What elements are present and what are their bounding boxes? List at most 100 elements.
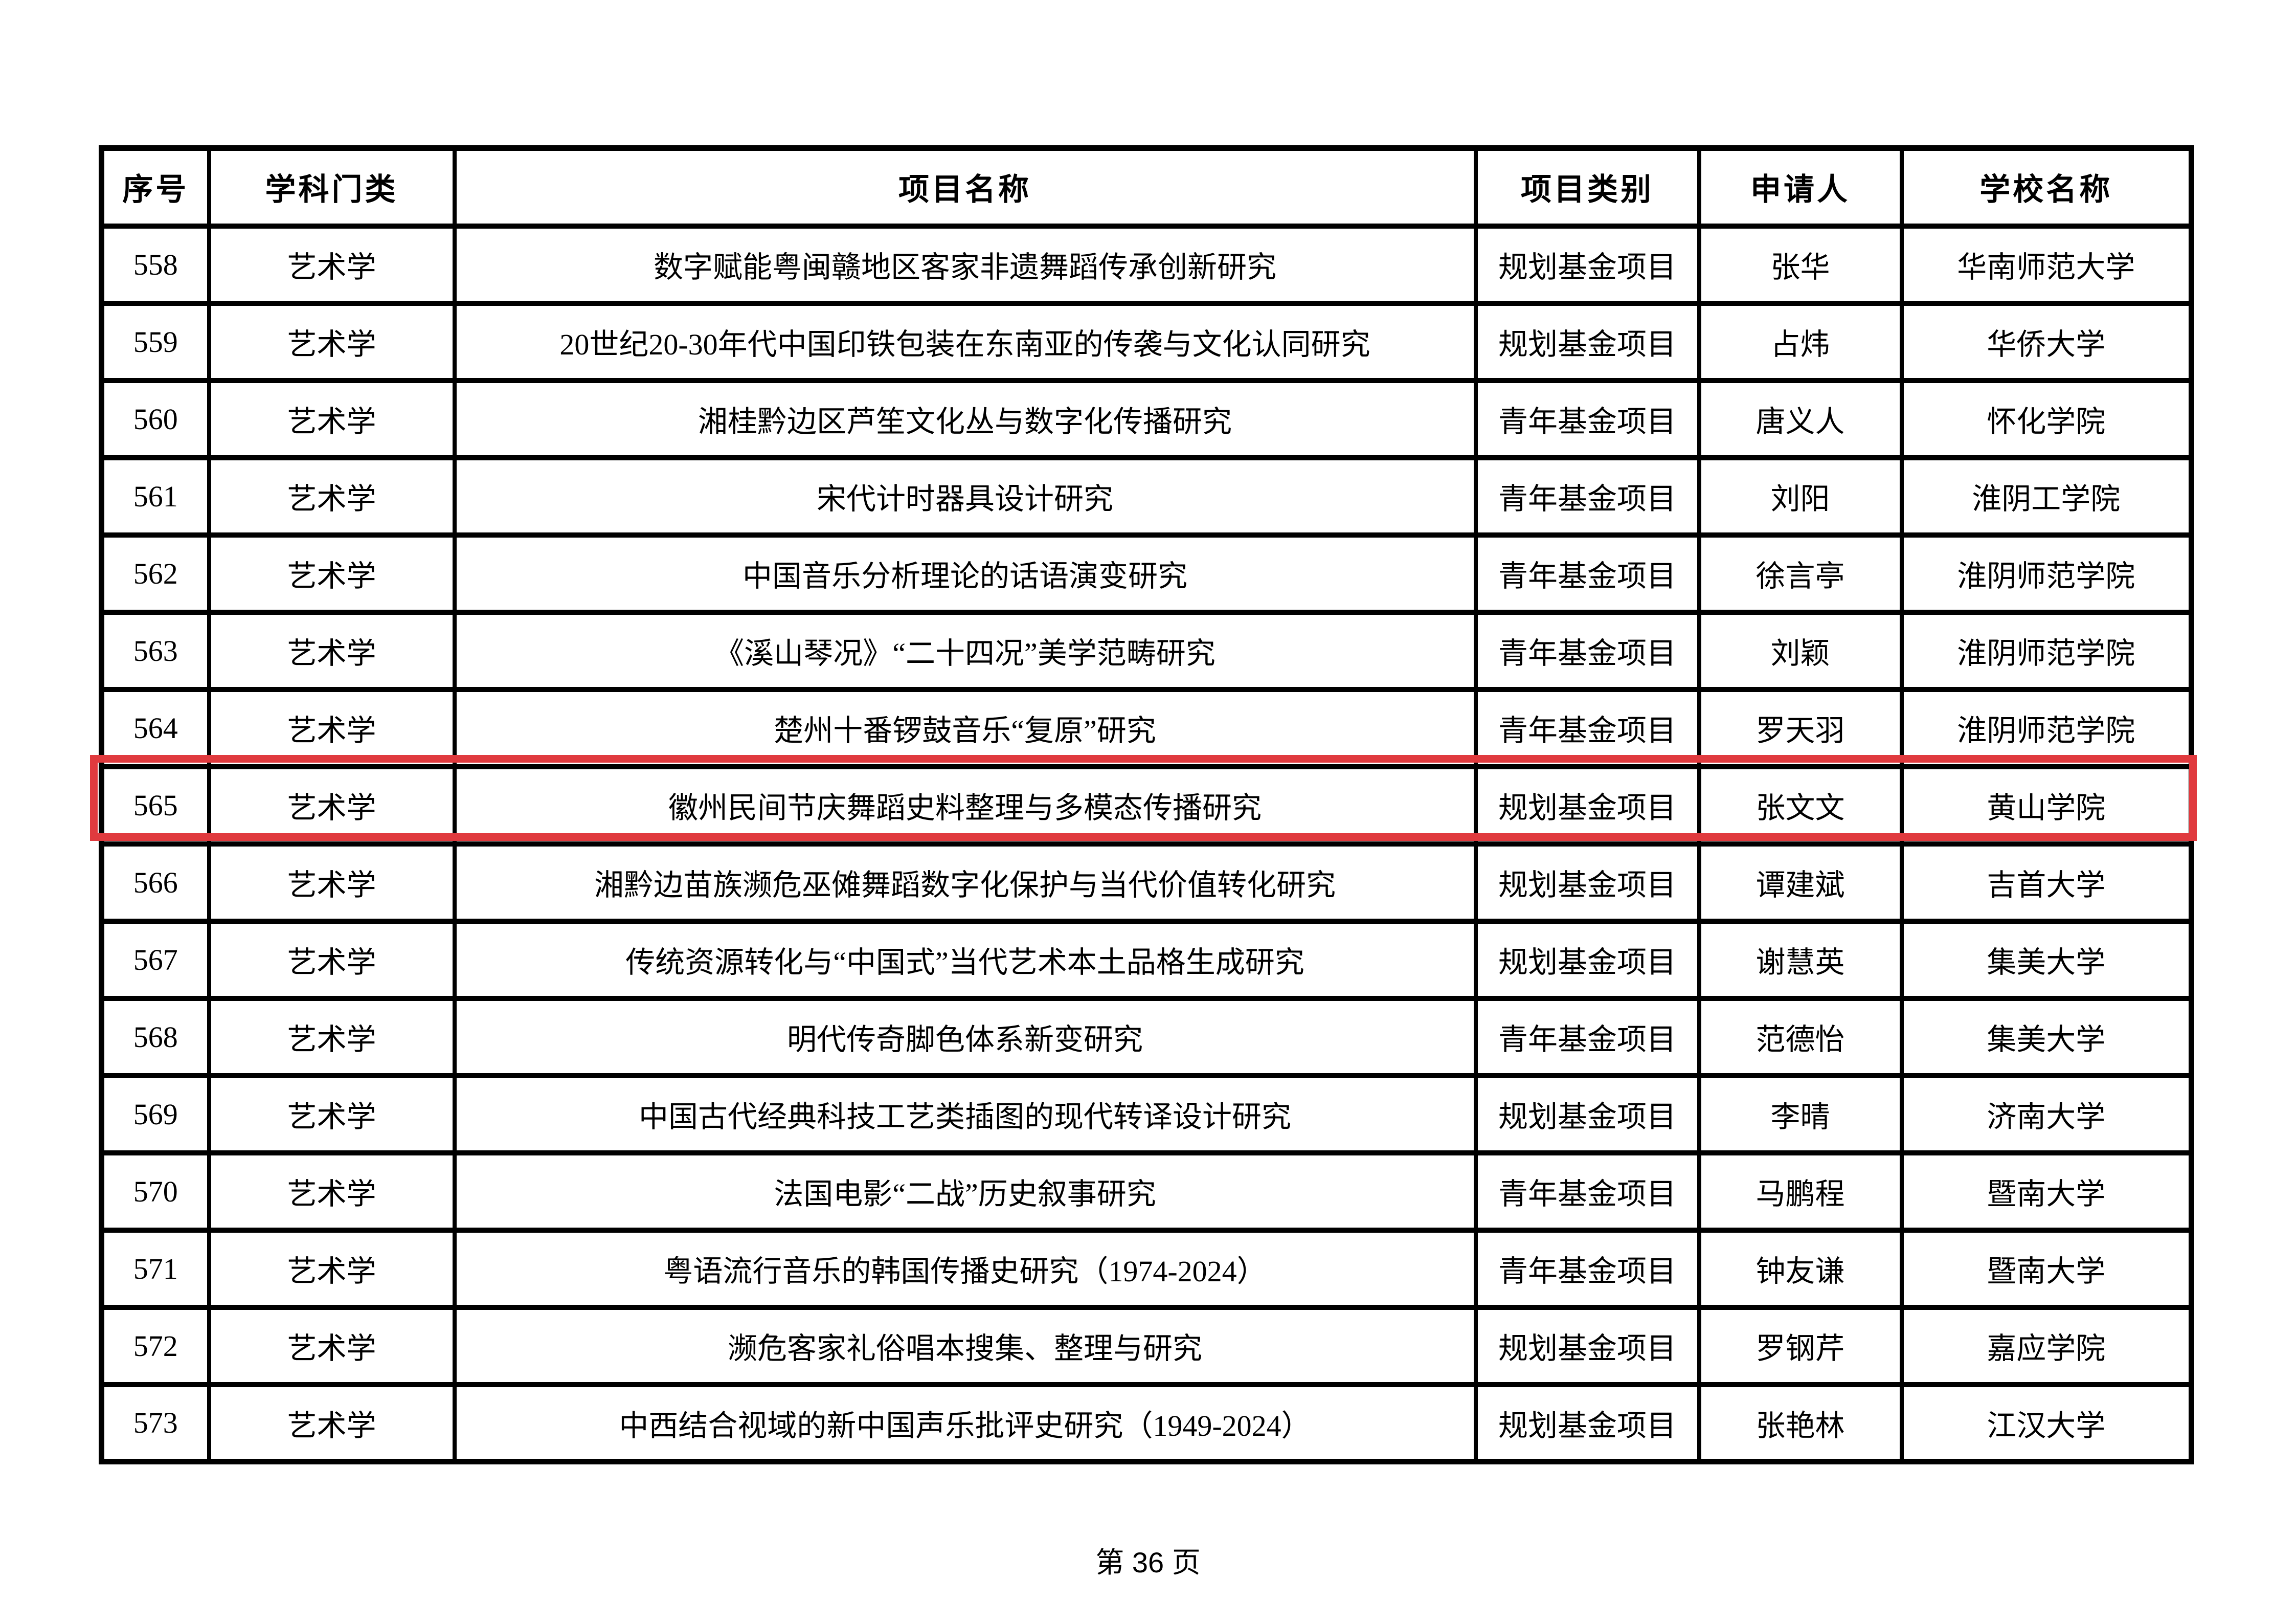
cell-no: 568 — [99, 995, 211, 1078]
cell-no: 559 — [99, 300, 211, 383]
table-row: 572 艺术学 濒危客家礼俗唱本搜集、整理与研究 规划基金项目 罗钢芹 嘉应学院 — [99, 1304, 2194, 1387]
cell-no: 562 — [99, 532, 211, 615]
cell-title: 《溪山琴况》“二十四况”美学范畴研究 — [452, 609, 1478, 692]
column-header: 申请人 — [1697, 145, 1904, 229]
page-footer: 第 36 页 — [1095, 1546, 1201, 1578]
cell-applicant: 刘颖 — [1697, 609, 1904, 692]
cell-applicant: 罗天羽 — [1697, 686, 1904, 769]
cell-title: 濒危客家礼俗唱本搜集、整理与研究 — [452, 1304, 1478, 1387]
cell-discipline: 艺术学 — [207, 1150, 457, 1233]
cell-category: 青年基金项目 — [1473, 377, 1701, 460]
cell-title: 中国音乐分析理论的话语演变研究 — [452, 532, 1478, 615]
cell-category: 规划基金项目 — [1473, 918, 1701, 1001]
cell-category: 青年基金项目 — [1473, 609, 1701, 692]
cell-school: 济南大学 — [1899, 1073, 2194, 1155]
cell-discipline: 艺术学 — [207, 1227, 457, 1310]
cell-discipline: 艺术学 — [207, 455, 457, 538]
cell-applicant: 谭建斌 — [1697, 841, 1904, 924]
table-row: 558 艺术学 数字赋能粤闽赣地区客家非遗舞蹈传承创新研究 规划基金项目 张华 华南师范大… — [99, 223, 2194, 306]
cell-title: 中西结合视域的新中国声乐批评史研究（1949-2024） — [452, 1382, 1478, 1464]
cell-applicant: 徐言亭 — [1697, 532, 1904, 615]
cell-category: 规划基金项目 — [1473, 223, 1701, 306]
cell-discipline: 艺术学 — [207, 532, 457, 615]
cell-discipline: 艺术学 — [207, 841, 457, 924]
cell-discipline: 艺术学 — [207, 995, 457, 1078]
cell-school: 淮阴师范学院 — [1899, 609, 2194, 692]
cell-applicant: 张艳林 — [1697, 1382, 1904, 1464]
cell-discipline: 艺术学 — [207, 1382, 457, 1464]
cell-title: 粤语流行音乐的韩国传播史研究（1974-2024） — [452, 1227, 1478, 1310]
cell-applicant: 唐义人 — [1697, 377, 1904, 460]
cell-discipline: 艺术学 — [207, 686, 457, 769]
cell-category: 青年基金项目 — [1473, 995, 1701, 1078]
cell-no: 567 — [99, 918, 211, 1001]
cell-applicant: 马鹏程 — [1697, 1150, 1904, 1233]
cell-applicant: 李晴 — [1697, 1073, 1904, 1155]
column-header: 项目名称 — [452, 145, 1478, 229]
table-row: 571 艺术学 粤语流行音乐的韩国传播史研究（1974-2024） 青年基金项目 钟友谦… — [99, 1227, 2194, 1310]
cell-school: 黄山学院 — [1899, 764, 2194, 847]
cell-category: 规划基金项目 — [1473, 1382, 1701, 1464]
table-row: 567 艺术学 传统资源转化与“中国式”当代艺术本土品格生成研究 规划基金项目 谢慧英集… — [99, 918, 2194, 1001]
table-row: 560 艺术学 湘桂黔边区芦笙文化丛与数字化传播研究 青年基金项目 唐义人 怀化学院 — [99, 377, 2194, 460]
cell-discipline: 艺术学 — [207, 764, 457, 847]
cell-category: 青年基金项目 — [1473, 532, 1701, 615]
cell-title: 传统资源转化与“中国式”当代艺术本土品格生成研究 — [452, 918, 1478, 1001]
cell-title: 楚州十番锣鼓音乐“复原”研究 — [452, 686, 1478, 769]
cell-title: 宋代计时器具设计研究 — [452, 455, 1478, 538]
table-row: 570 艺术学 法国电影“二战”历史叙事研究 青年基金项目 马鹏程 暨南大学 — [99, 1150, 2194, 1233]
cell-school: 暨南大学 — [1899, 1150, 2194, 1233]
table-row: 568 艺术学 明代传奇脚色体系新变研究 青年基金项目 范德怡 集美大学 — [99, 995, 2194, 1078]
cell-school: 集美大学 — [1899, 918, 2194, 1001]
cell-school: 嘉应学院 — [1899, 1304, 2194, 1387]
column-header: 序号 — [99, 145, 211, 229]
cell-no: 573 — [99, 1382, 211, 1464]
cell-no: 565 — [99, 764, 211, 847]
table-row: 573 艺术学 中西结合视域的新中国声乐批评史研究（1949-2024） 规划基金项目… — [99, 1382, 2194, 1464]
cell-applicant: 范德怡 — [1697, 995, 1904, 1078]
table-row: 563 艺术学 《溪山琴况》“二十四况”美学范畴研究 青年基金项目 刘颖 淮阴师范学院 — [99, 609, 2194, 692]
cell-no: 563 — [99, 609, 211, 692]
column-header: 学科门类 — [207, 145, 457, 229]
cell-title: 湘黔边苗族濒危巫傩舞蹈数字化保护与当代价值转化研究 — [452, 841, 1478, 924]
cell-applicant: 谢慧英 — [1697, 918, 1904, 1001]
cell-no: 564 — [99, 686, 211, 769]
table-row: 562 艺术学 中国音乐分析理论的话语演变研究 青年基金项目 徐言亭 淮阴师范学院 — [99, 532, 2194, 615]
cell-title: 20世纪20-30年代中国印铁包装在东南亚的传袭与文化认同研究 — [452, 300, 1478, 383]
projects-table: 序号 学科门类 项目名称 项目类别 申请人 学校名称 558 艺术学 数字赋能粤闽赣地区客家非… — [99, 145, 2194, 1464]
cell-no: 572 — [99, 1304, 211, 1387]
column-header: 项目类别 — [1473, 145, 1701, 229]
table-row: 566 艺术学 湘黔边苗族濒危巫傩舞蹈数字化保护与当代价值转化研究 规划基金项目 谭建斌… — [99, 841, 2194, 924]
cell-school: 集美大学 — [1899, 995, 2194, 1078]
cell-category: 规划基金项目 — [1473, 1073, 1701, 1155]
cell-school: 怀化学院 — [1899, 377, 2194, 460]
cell-category: 青年基金项目 — [1473, 686, 1701, 769]
cell-category: 规划基金项目 — [1473, 841, 1701, 924]
cell-applicant: 张华 — [1697, 223, 1904, 306]
cell-discipline: 艺术学 — [207, 1073, 457, 1155]
cell-category: 青年基金项目 — [1473, 1150, 1701, 1233]
cell-no: 571 — [99, 1227, 211, 1310]
cell-discipline: 艺术学 — [207, 300, 457, 383]
cell-category: 规划基金项目 — [1473, 764, 1701, 847]
cell-school: 吉首大学 — [1899, 841, 2194, 924]
cell-discipline: 艺术学 — [207, 223, 457, 306]
cell-category: 规划基金项目 — [1473, 1304, 1701, 1387]
cell-discipline: 艺术学 — [207, 377, 457, 460]
cell-applicant: 张文文 — [1697, 764, 1904, 847]
cell-no: 570 — [99, 1150, 211, 1233]
cell-school: 淮阴师范学院 — [1899, 686, 2194, 769]
cell-school: 江汉大学 — [1899, 1382, 2194, 1464]
cell-no: 558 — [99, 223, 211, 306]
cell-school: 华南师范大学 — [1899, 223, 2194, 306]
cell-applicant: 钟友谦 — [1697, 1227, 1904, 1310]
table-row: 569 艺术学 中国古代经典科技工艺类插图的现代转译设计研究 规划基金项目 李晴 济南大学 — [99, 1073, 2194, 1155]
table-row: 561 艺术学 宋代计时器具设计研究 青年基金项目 刘阳 淮阴工学院 — [99, 455, 2194, 538]
cell-school: 淮阴师范学院 — [1899, 532, 2194, 615]
table-row: 559 艺术学 20世纪20-30年代中国印铁包装在东南亚的传袭与文化认同研究 规划基… — [99, 300, 2194, 383]
table-row: 564 艺术学 楚州十番锣鼓音乐“复原”研究 青年基金项目 罗天羽 淮阴师范学院 — [99, 686, 2194, 769]
cell-category: 青年基金项目 — [1473, 1227, 1701, 1310]
cell-title: 中国古代经典科技工艺类插图的现代转译设计研究 — [452, 1073, 1478, 1155]
cell-applicant: 罗钢芹 — [1697, 1304, 1904, 1387]
